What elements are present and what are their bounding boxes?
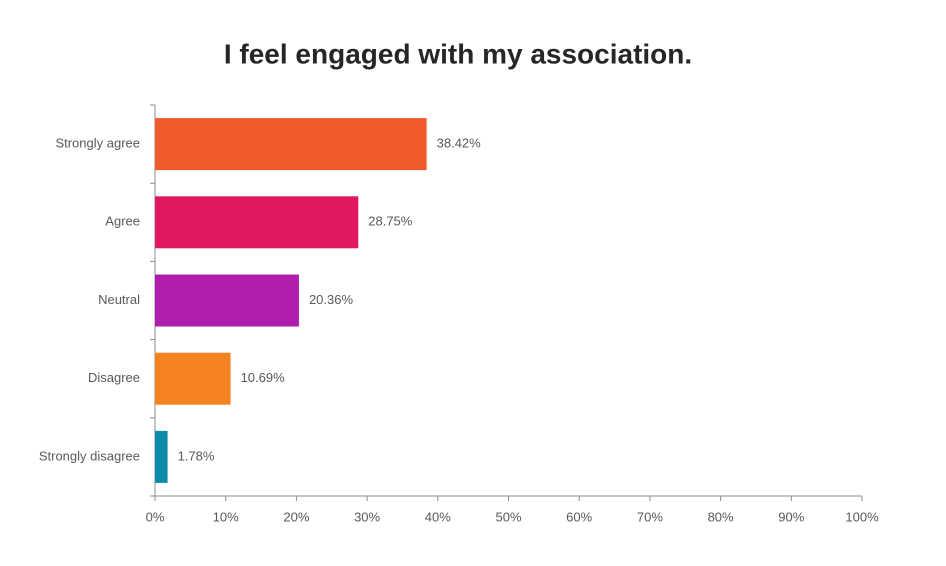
bar	[155, 352, 231, 405]
x-tick-label: 40%	[425, 509, 451, 524]
x-tick-label: 80%	[708, 509, 734, 524]
bar	[155, 196, 359, 249]
bar	[155, 118, 427, 171]
value-label: 28.75%	[368, 214, 413, 229]
x-tick-label: 70%	[637, 509, 663, 524]
bar	[155, 274, 299, 327]
y-tick-label: Agree	[105, 214, 140, 229]
bar	[155, 430, 168, 483]
x-tick-label: 100%	[845, 509, 879, 524]
x-tick-label: 50%	[495, 509, 521, 524]
x-tick-label: 30%	[354, 509, 380, 524]
x-tick-label: 90%	[778, 509, 804, 524]
y-tick-label: Disagree	[88, 370, 140, 385]
x-tick-label: 60%	[566, 509, 592, 524]
chart-title: I feel engaged with my association.	[224, 38, 692, 69]
x-tick-label: 10%	[213, 509, 239, 524]
y-tick-label: Neutral	[98, 292, 140, 307]
value-label: 10.69%	[241, 370, 286, 385]
y-tick-label: Strongly agree	[55, 136, 140, 151]
y-tick-label: Strongly disagree	[39, 448, 140, 463]
value-label: 20.36%	[309, 292, 354, 307]
value-label: 1.78%	[178, 448, 215, 463]
x-tick-label: 0%	[146, 509, 165, 524]
x-tick-label: 20%	[283, 509, 309, 524]
value-label: 38.42%	[437, 136, 482, 151]
